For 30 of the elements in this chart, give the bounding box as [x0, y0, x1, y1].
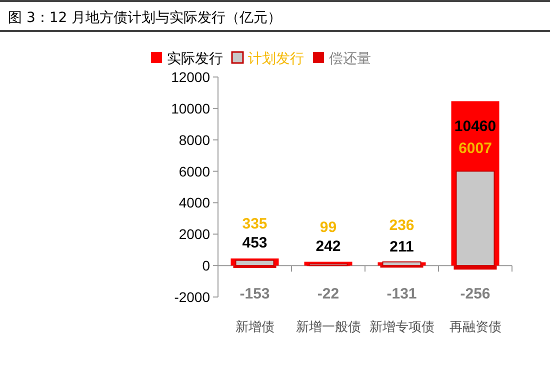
- data-label: 211: [390, 238, 414, 256]
- data-label: 453: [242, 234, 268, 252]
- legend-label: 偿还量: [329, 51, 371, 67]
- chart-title: 图 3：12 月地方债计划与实际发行（亿元）: [8, 10, 282, 26]
- data-label: 335: [242, 215, 268, 232]
- x-tick-label: 再融资债: [449, 320, 502, 335]
- y-tick-label: 10000: [171, 100, 210, 116]
- legend-label: 计划发行: [248, 51, 304, 67]
- bar: [454, 266, 497, 270]
- y-tick-label: 8000: [178, 132, 210, 148]
- x-tick-label: 新增一般债: [296, 320, 361, 335]
- y-tick-label: 12000: [171, 69, 210, 85]
- data-label: 242: [316, 238, 341, 255]
- y-tick-label: 6000: [178, 163, 210, 180]
- x-tick-label: 新增专项债: [369, 320, 434, 335]
- data-label: -131: [386, 285, 417, 302]
- data-label: 236: [389, 216, 414, 234]
- y-tick-label: 2000: [178, 226, 210, 242]
- data-label: -153: [240, 285, 270, 302]
- bar: [456, 170, 495, 266]
- y-tick-label: 0: [202, 258, 210, 274]
- data-label: -256: [460, 285, 490, 302]
- y-tick-label: -2000: [174, 289, 210, 305]
- x-tick-label: 新增债: [235, 320, 274, 335]
- y-tick-label: 4000: [178, 194, 210, 211]
- data-label: 6007: [458, 140, 492, 158]
- data-label: 10460: [454, 118, 496, 136]
- legend-label: 实际发行: [167, 51, 223, 67]
- data-label: 99: [320, 219, 337, 236]
- data-label: -22: [317, 285, 340, 302]
